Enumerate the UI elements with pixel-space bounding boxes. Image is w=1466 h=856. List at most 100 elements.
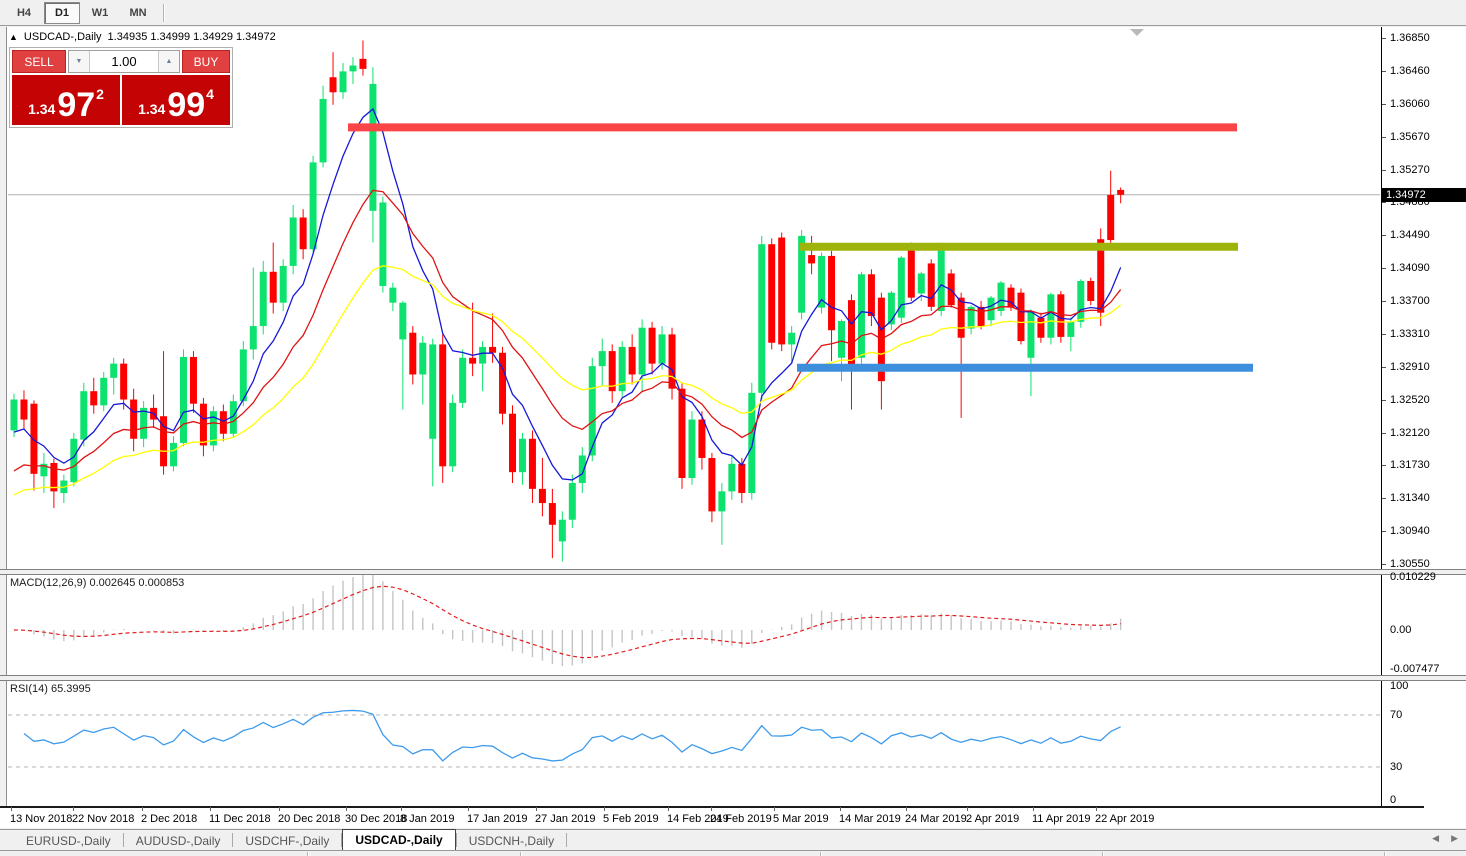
- sell-button[interactable]: SELL: [12, 50, 66, 73]
- date-tick-label: 2 Dec 2018: [141, 813, 198, 825]
- price-tick: [1382, 202, 1386, 203]
- panel-splitter-rsi[interactable]: [0, 675, 1466, 681]
- status-section-divider: [307, 852, 309, 856]
- date-tick-label: 13 Nov 2018: [10, 813, 73, 825]
- tabs-scroll-left-icon[interactable]: ◀: [1432, 833, 1440, 843]
- date-tick-label: 17 Jan 2019: [467, 813, 528, 825]
- indicator-tick-label: 0.00: [1390, 624, 1412, 636]
- rsi-label: RSI(14) 65.3995: [10, 683, 91, 695]
- date-tick: [73, 807, 74, 811]
- rsi-bottom-border: [0, 806, 1424, 808]
- date-tick-label: 22 Nov 2018: [72, 813, 135, 825]
- chart-tab-bar: EURUSD-,Daily AUDUSD-,Daily USDCHF-,Daily U…: [0, 829, 1466, 850]
- panel-splitter-macd[interactable]: [0, 569, 1466, 575]
- chart-tab-usdcad[interactable]: USDCAD-,Daily: [342, 829, 456, 850]
- price-tick-label: 1.31340: [1390, 492, 1430, 504]
- date-tick: [604, 807, 605, 811]
- price-tick: [1382, 170, 1386, 171]
- date-tick-label: 20 Dec 2018: [278, 813, 341, 825]
- macd-label: MACD(12,26,9) 0.002645 0.000853: [10, 577, 184, 589]
- sell-price-button[interactable]: 1.34 97 2: [12, 75, 120, 125]
- volume-value[interactable]: 1.00: [111, 54, 137, 69]
- chart-tab-audusd[interactable]: AUDUSD-,Daily: [135, 833, 221, 848]
- price-tick-label: 1.35270: [1390, 164, 1430, 176]
- date-tick-label: 14 Mar 2019: [839, 813, 901, 825]
- indicator-tick-label: 0: [1390, 794, 1397, 806]
- tab-divider: [122, 833, 124, 847]
- timeframe-toolbar: H4 D1 W1 MN: [0, 0, 1466, 26]
- price-tick-label: 1.36060: [1390, 98, 1430, 110]
- date-tick: [11, 807, 12, 811]
- rsi-value: 65.3995: [50, 683, 91, 695]
- price-tick-label: 1.34490: [1390, 229, 1430, 241]
- macd-values: 0.002645 0.000853: [89, 577, 185, 589]
- price-tick: [1382, 367, 1386, 368]
- date-tick: [711, 807, 712, 811]
- date-tick: [840, 807, 841, 811]
- indicator-tick-label: 0.010229: [1390, 571, 1436, 583]
- date-tick-label: 30 Dec 2018: [345, 813, 408, 825]
- price-tick: [1382, 531, 1386, 532]
- price-tick: [1382, 38, 1386, 39]
- price-tick-label: 1.32120: [1390, 427, 1430, 439]
- price-tick: [1382, 334, 1386, 335]
- chart-tab-usdcnh[interactable]: USDCNH-,Daily: [468, 833, 555, 848]
- date-tick-label: 14 Feb 2019: [667, 813, 729, 825]
- timeframe-button-h4[interactable]: H4: [16, 6, 32, 19]
- volume-up-icon[interactable]: ▲: [158, 51, 179, 72]
- timeframe-button-d1[interactable]: D1: [44, 1, 80, 24]
- tabs-scroll-right-icon[interactable]: ▶: [1451, 833, 1458, 843]
- buy-price-button[interactable]: 1.34 99 4: [122, 75, 230, 125]
- price-tick: [1382, 235, 1386, 236]
- date-tick: [1096, 807, 1097, 811]
- date-tick-label: 2 Apr 2019: [966, 813, 1020, 825]
- tab-divider: [232, 833, 234, 847]
- chart-tab-eurusd[interactable]: EURUSD-,Daily: [26, 833, 111, 848]
- tab-divider: [341, 833, 343, 847]
- date-tick-label: 11 Apr 2019: [1032, 813, 1091, 825]
- tab-divider: [566, 833, 568, 847]
- price-tick-label: 1.30940: [1390, 525, 1430, 537]
- buy-price-prefix: 1.34: [138, 101, 166, 117]
- volume-stepper: ▼ 1.00 ▲: [68, 50, 180, 73]
- price-tick-label: 1.36850: [1390, 32, 1430, 44]
- current-price-badge: 1.34972: [1382, 188, 1466, 202]
- date-tick: [279, 807, 280, 811]
- price-tick: [1382, 498, 1386, 499]
- date-tick: [967, 807, 968, 811]
- price-tick-label: 1.36460: [1390, 65, 1430, 77]
- status-section-divider: [1384, 852, 1386, 856]
- buy-button[interactable]: BUY: [182, 50, 230, 73]
- price-tick: [1382, 137, 1386, 138]
- price-tick: [1382, 400, 1386, 401]
- macd-panel[interactable]: [7, 573, 1381, 676]
- status-section-divider: [520, 852, 522, 856]
- chart-left-border: [6, 27, 7, 807]
- buy-price-main: 99: [167, 86, 206, 124]
- price-tick-label: 1.31730: [1390, 459, 1430, 471]
- date-tick-label: 27 Jan 2019: [535, 813, 596, 825]
- macd-name: MACD(12,26,9): [10, 577, 87, 589]
- price-tick-label: 1.32520: [1390, 394, 1430, 406]
- price-tick: [1382, 104, 1386, 105]
- rsi-name: RSI(14): [10, 683, 48, 695]
- collapse-triangle-icon[interactable]: ▲: [9, 32, 18, 42]
- status-bar: [0, 850, 1466, 856]
- date-tick: [906, 807, 907, 811]
- chart-tab-usdchf[interactable]: USDCHF-,Daily: [245, 833, 330, 848]
- rsi-panel[interactable]: [7, 679, 1381, 807]
- date-tick: [774, 807, 775, 811]
- volume-down-icon[interactable]: ▼: [69, 51, 90, 72]
- price-tick-label: 1.32910: [1390, 361, 1430, 373]
- symbol-title: USDCAD-,Daily: [23, 31, 102, 43]
- price-tick: [1382, 564, 1386, 565]
- date-tick: [536, 807, 537, 811]
- sell-price-prefix: 1.34: [28, 101, 56, 117]
- date-tick-label: 11 Dec 2018: [209, 813, 271, 825]
- timeframe-button-w1[interactable]: W1: [91, 6, 109, 19]
- timeframe-button-mn[interactable]: MN: [129, 6, 147, 19]
- date-tick-label: 8 Jan 2019: [400, 813, 455, 825]
- date-tick: [668, 807, 669, 811]
- price-tick: [1382, 433, 1386, 434]
